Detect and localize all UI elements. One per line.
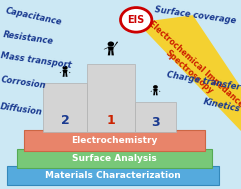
Circle shape xyxy=(120,8,152,32)
Polygon shape xyxy=(114,42,118,47)
FancyBboxPatch shape xyxy=(87,64,135,132)
Polygon shape xyxy=(111,50,114,55)
FancyBboxPatch shape xyxy=(17,149,212,168)
Circle shape xyxy=(153,85,158,89)
Text: Kinetics: Kinetics xyxy=(202,98,241,114)
Text: Surface Analysis: Surface Analysis xyxy=(72,154,157,163)
Text: 1: 1 xyxy=(107,114,115,127)
Polygon shape xyxy=(108,47,114,51)
Text: Resistance: Resistance xyxy=(2,30,54,46)
Text: Capacitance: Capacitance xyxy=(5,7,63,27)
Text: 3: 3 xyxy=(151,115,160,129)
Text: EIS: EIS xyxy=(127,15,145,25)
Circle shape xyxy=(107,42,114,47)
Polygon shape xyxy=(63,73,65,77)
Polygon shape xyxy=(65,73,67,77)
Text: Charge transfer: Charge transfer xyxy=(166,70,241,92)
FancyBboxPatch shape xyxy=(135,102,176,132)
Text: 2: 2 xyxy=(61,114,69,127)
Text: Surface coverage: Surface coverage xyxy=(154,5,236,25)
Polygon shape xyxy=(153,91,155,95)
Polygon shape xyxy=(108,50,110,55)
Polygon shape xyxy=(104,47,108,50)
Polygon shape xyxy=(63,70,67,73)
Text: Diffusion: Diffusion xyxy=(0,102,44,117)
Polygon shape xyxy=(67,70,71,73)
Text: Electrochemical Impedance
Spectroscopy: Electrochemical Impedance Spectroscopy xyxy=(140,19,241,117)
Text: Corrosion: Corrosion xyxy=(0,76,46,91)
Polygon shape xyxy=(156,91,158,95)
FancyBboxPatch shape xyxy=(7,166,219,185)
Polygon shape xyxy=(153,89,158,92)
Text: Materials Characterization: Materials Characterization xyxy=(45,171,181,180)
Polygon shape xyxy=(137,15,241,136)
Circle shape xyxy=(62,66,68,70)
FancyBboxPatch shape xyxy=(24,130,205,151)
FancyBboxPatch shape xyxy=(43,83,87,132)
Text: Electrochemistry: Electrochemistry xyxy=(71,136,158,145)
Polygon shape xyxy=(60,70,63,73)
Polygon shape xyxy=(150,89,153,92)
Text: Mass transport: Mass transport xyxy=(0,51,72,70)
Polygon shape xyxy=(158,89,161,92)
